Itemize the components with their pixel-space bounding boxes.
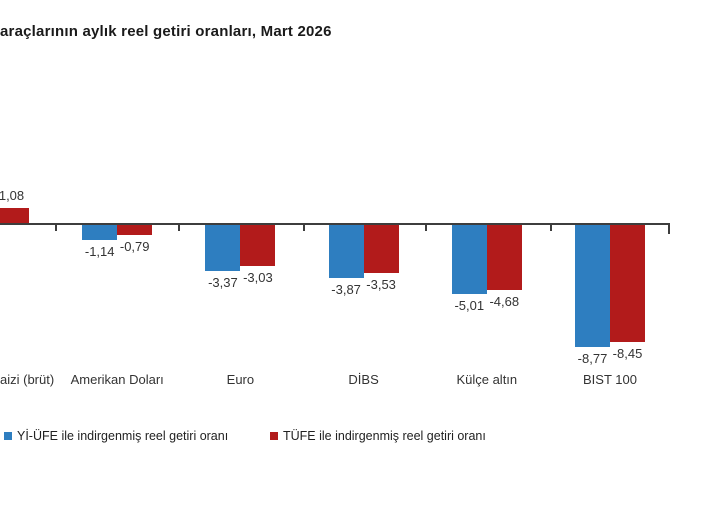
bar-value-label: -4,68 [489,294,520,309]
category-label: Amerikan Doları [70,372,164,387]
x-axis-tick [425,225,427,231]
bar-red [0,208,29,223]
bar-value-label: -0,79 [119,239,150,254]
bar-value-label: -8,77 [577,351,608,366]
bar-blue [451,224,487,294]
bar-value-label: -3,37 [208,275,238,290]
bar-chart: 1,08 aizi (brüt) -1,14 -0,79 Amerikan Doları… [0,188,670,387]
x-axis-tick [178,225,180,231]
category-label: BIST 100 [583,372,637,387]
x-axis-tick [550,225,552,231]
category-label: aizi (brüt) [0,372,55,387]
legend-item-yi-ufe: Yİ-ÜFE ile indirgenmiş reel getiri oranı [4,428,228,444]
legend-label: Yİ-ÜFE ile indirgenmiş reel getiri oranı [17,429,229,443]
chart-title: araçlarının aylık reel getiri oranları, … [0,23,332,40]
bar-red [610,224,645,342]
bar-blue [205,224,241,271]
bar-red [117,224,153,235]
legend-swatch-red-icon [270,432,278,440]
x-axis-tick [303,225,305,231]
bar-red [240,224,276,266]
bar-red [363,224,399,273]
bar-value-label: -3,87 [331,282,361,297]
bar-blue [82,224,118,240]
bar-value-label: -3,03 [243,270,273,285]
x-axis-end-tick [668,225,670,234]
bar-value-label: 1,08 [0,188,25,203]
x-axis-line [0,223,670,225]
bar-value-label: -8,45 [612,346,643,361]
chart-legend: Yİ-ÜFE ile indirgenmiş reel getiri oranı… [0,428,720,446]
legend-item-tufe: TÜFE ile indirgenmiş reel getiri oranı [270,428,486,444]
category-label: Külçe altın [456,372,518,387]
bar-value-label: -5,01 [454,298,485,313]
bar-value-label: -3,53 [366,277,396,292]
legend-swatch-blue-icon [4,432,12,440]
legend-label: TÜFE ile indirgenmiş reel getiri oranı [283,429,486,443]
bar-value-label: -1,14 [84,244,115,259]
bar-blue [575,224,610,347]
x-axis-tick [55,225,57,231]
bar-red [486,224,522,290]
bar-blue [328,224,364,278]
category-label: DİBS [348,372,379,387]
category-label: Euro [226,372,255,387]
